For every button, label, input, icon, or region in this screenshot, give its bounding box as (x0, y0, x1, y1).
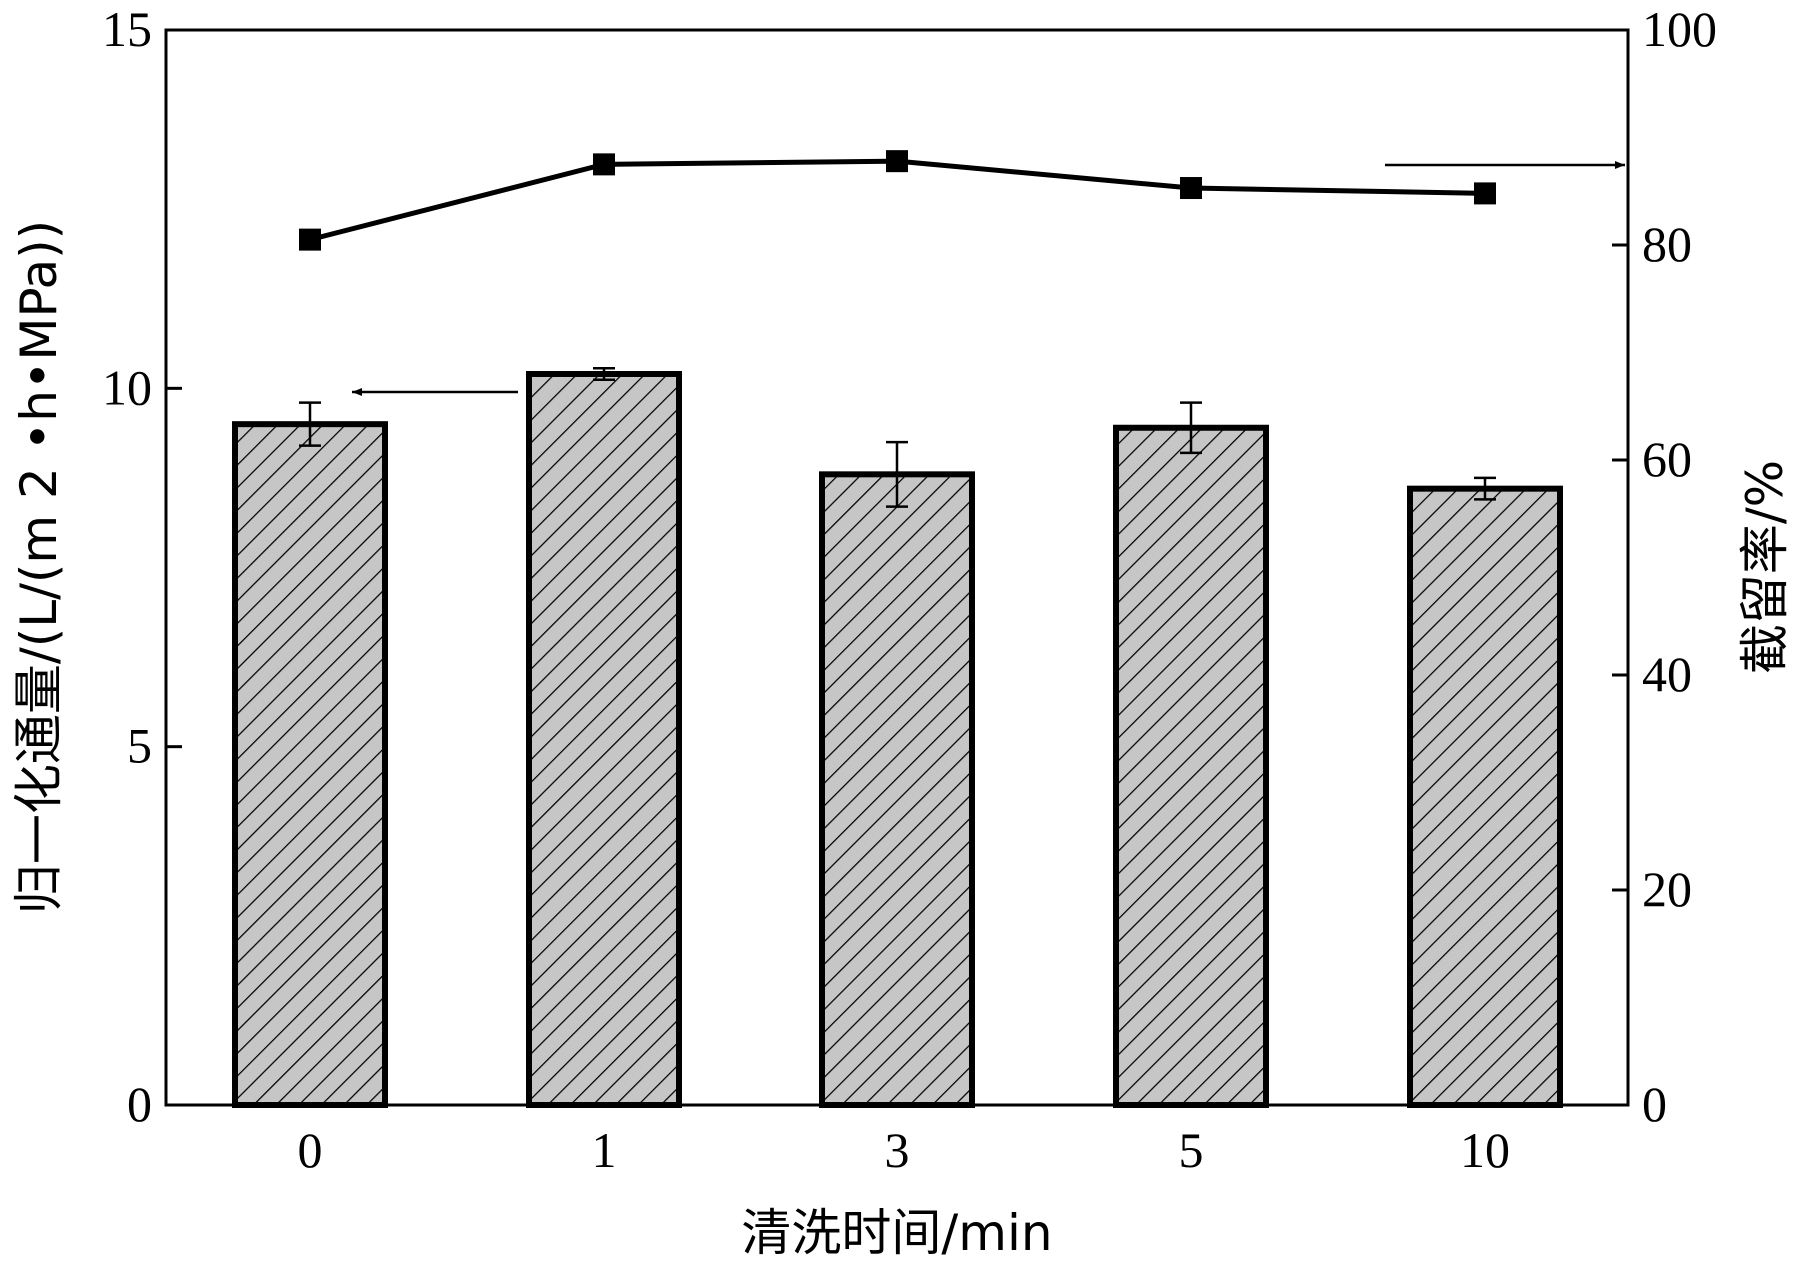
line-point (299, 228, 321, 251)
x-axis-title: 清洗时间/min (741, 1204, 1052, 1262)
bar-series (232, 371, 1563, 1109)
right-tick-label: 0 (1642, 1076, 1667, 1132)
left-axis: 0 5 10 15 (102, 1, 182, 1132)
bar (819, 471, 975, 1109)
series-line (309, 158, 1486, 243)
right-tick-label: 80 (1642, 216, 1692, 272)
bar (232, 421, 388, 1108)
x-tick-label: 10 (1460, 1122, 1510, 1178)
left-tick-label: 0 (127, 1076, 152, 1132)
right-y-axis-title: 截留率/% (1736, 460, 1794, 674)
error-bars (299, 367, 1496, 508)
left-y-axis-title: 归一化通量/(L/(m 2 •h•MPa)) (10, 220, 68, 914)
right-tick-label: 100 (1642, 1, 1717, 57)
left-tick-label: 10 (102, 359, 152, 415)
bar (1407, 485, 1563, 1108)
right-tick-label: 20 (1642, 861, 1692, 917)
right-tick-label: 60 (1642, 431, 1692, 487)
line-point (593, 153, 615, 176)
x-tick-label: 0 (298, 1122, 323, 1178)
line-point (886, 150, 908, 173)
x-tick-label: 3 (885, 1122, 910, 1178)
right-tick-label: 40 (1642, 646, 1692, 702)
left-tick-label: 15 (102, 1, 152, 57)
left-tick-label: 5 (127, 718, 152, 774)
x-tick-label: 5 (1179, 1122, 1204, 1178)
line-series (299, 150, 1496, 251)
bar (1113, 424, 1269, 1108)
line-point (1474, 182, 1496, 205)
bar (526, 371, 682, 1108)
right-axis: 0 20 40 60 80 100 (1612, 1, 1717, 1132)
line-point (1180, 177, 1202, 200)
x-tick-label: 1 (592, 1122, 617, 1178)
